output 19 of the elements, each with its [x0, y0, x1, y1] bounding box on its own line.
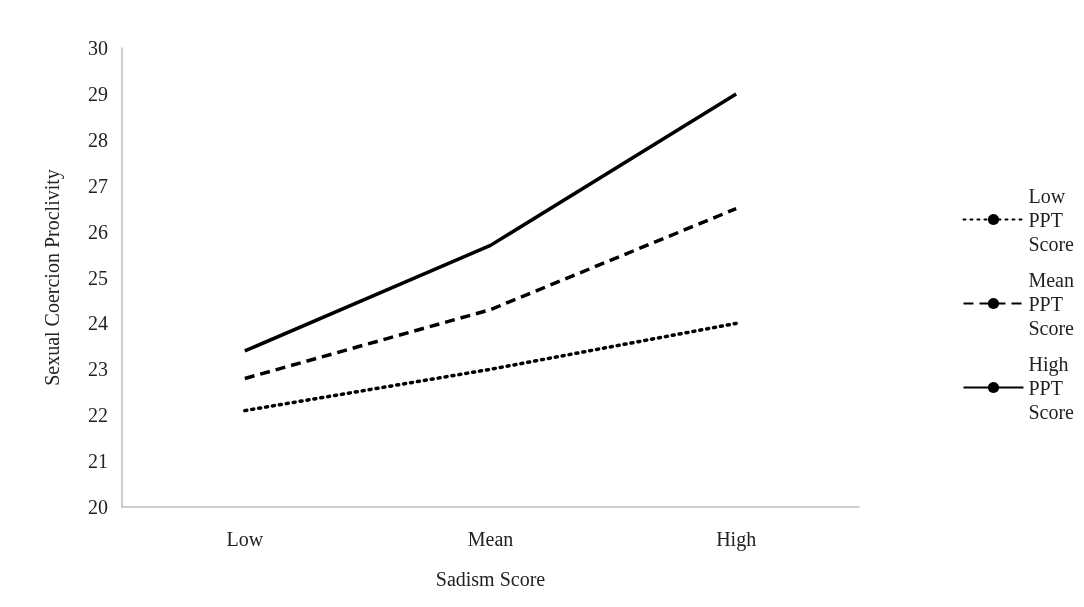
- legend-label: Mean PPT Score: [1028, 268, 1075, 339]
- y-tick-label: 27: [88, 174, 108, 197]
- y-tick-label: 30: [88, 37, 108, 59]
- y-tick-label: 28: [88, 128, 108, 151]
- y-tick-label: 25: [88, 266, 108, 289]
- x-axis-title: Sadism Score: [435, 568, 546, 590]
- x-tick-label: High: [716, 528, 757, 551]
- y-tick-label: 21: [88, 450, 108, 473]
- legend-label: Low PPT Score: [1028, 184, 1075, 255]
- y-tick-label: 29: [88, 82, 108, 105]
- y-tick-label: 23: [88, 358, 108, 381]
- x-tick-label: Mean: [467, 528, 514, 550]
- y-tick-label: 22: [88, 404, 108, 427]
- x-tick-label: Low: [226, 528, 264, 550]
- legend-label: High PPT Score: [1028, 352, 1075, 423]
- y-tick-label: 20: [88, 496, 108, 518]
- y-axis-title: Sexual Coercion Proclivity: [41, 169, 64, 386]
- y-tick-label: 26: [88, 220, 108, 243]
- y-tick-label: 24: [88, 312, 108, 335]
